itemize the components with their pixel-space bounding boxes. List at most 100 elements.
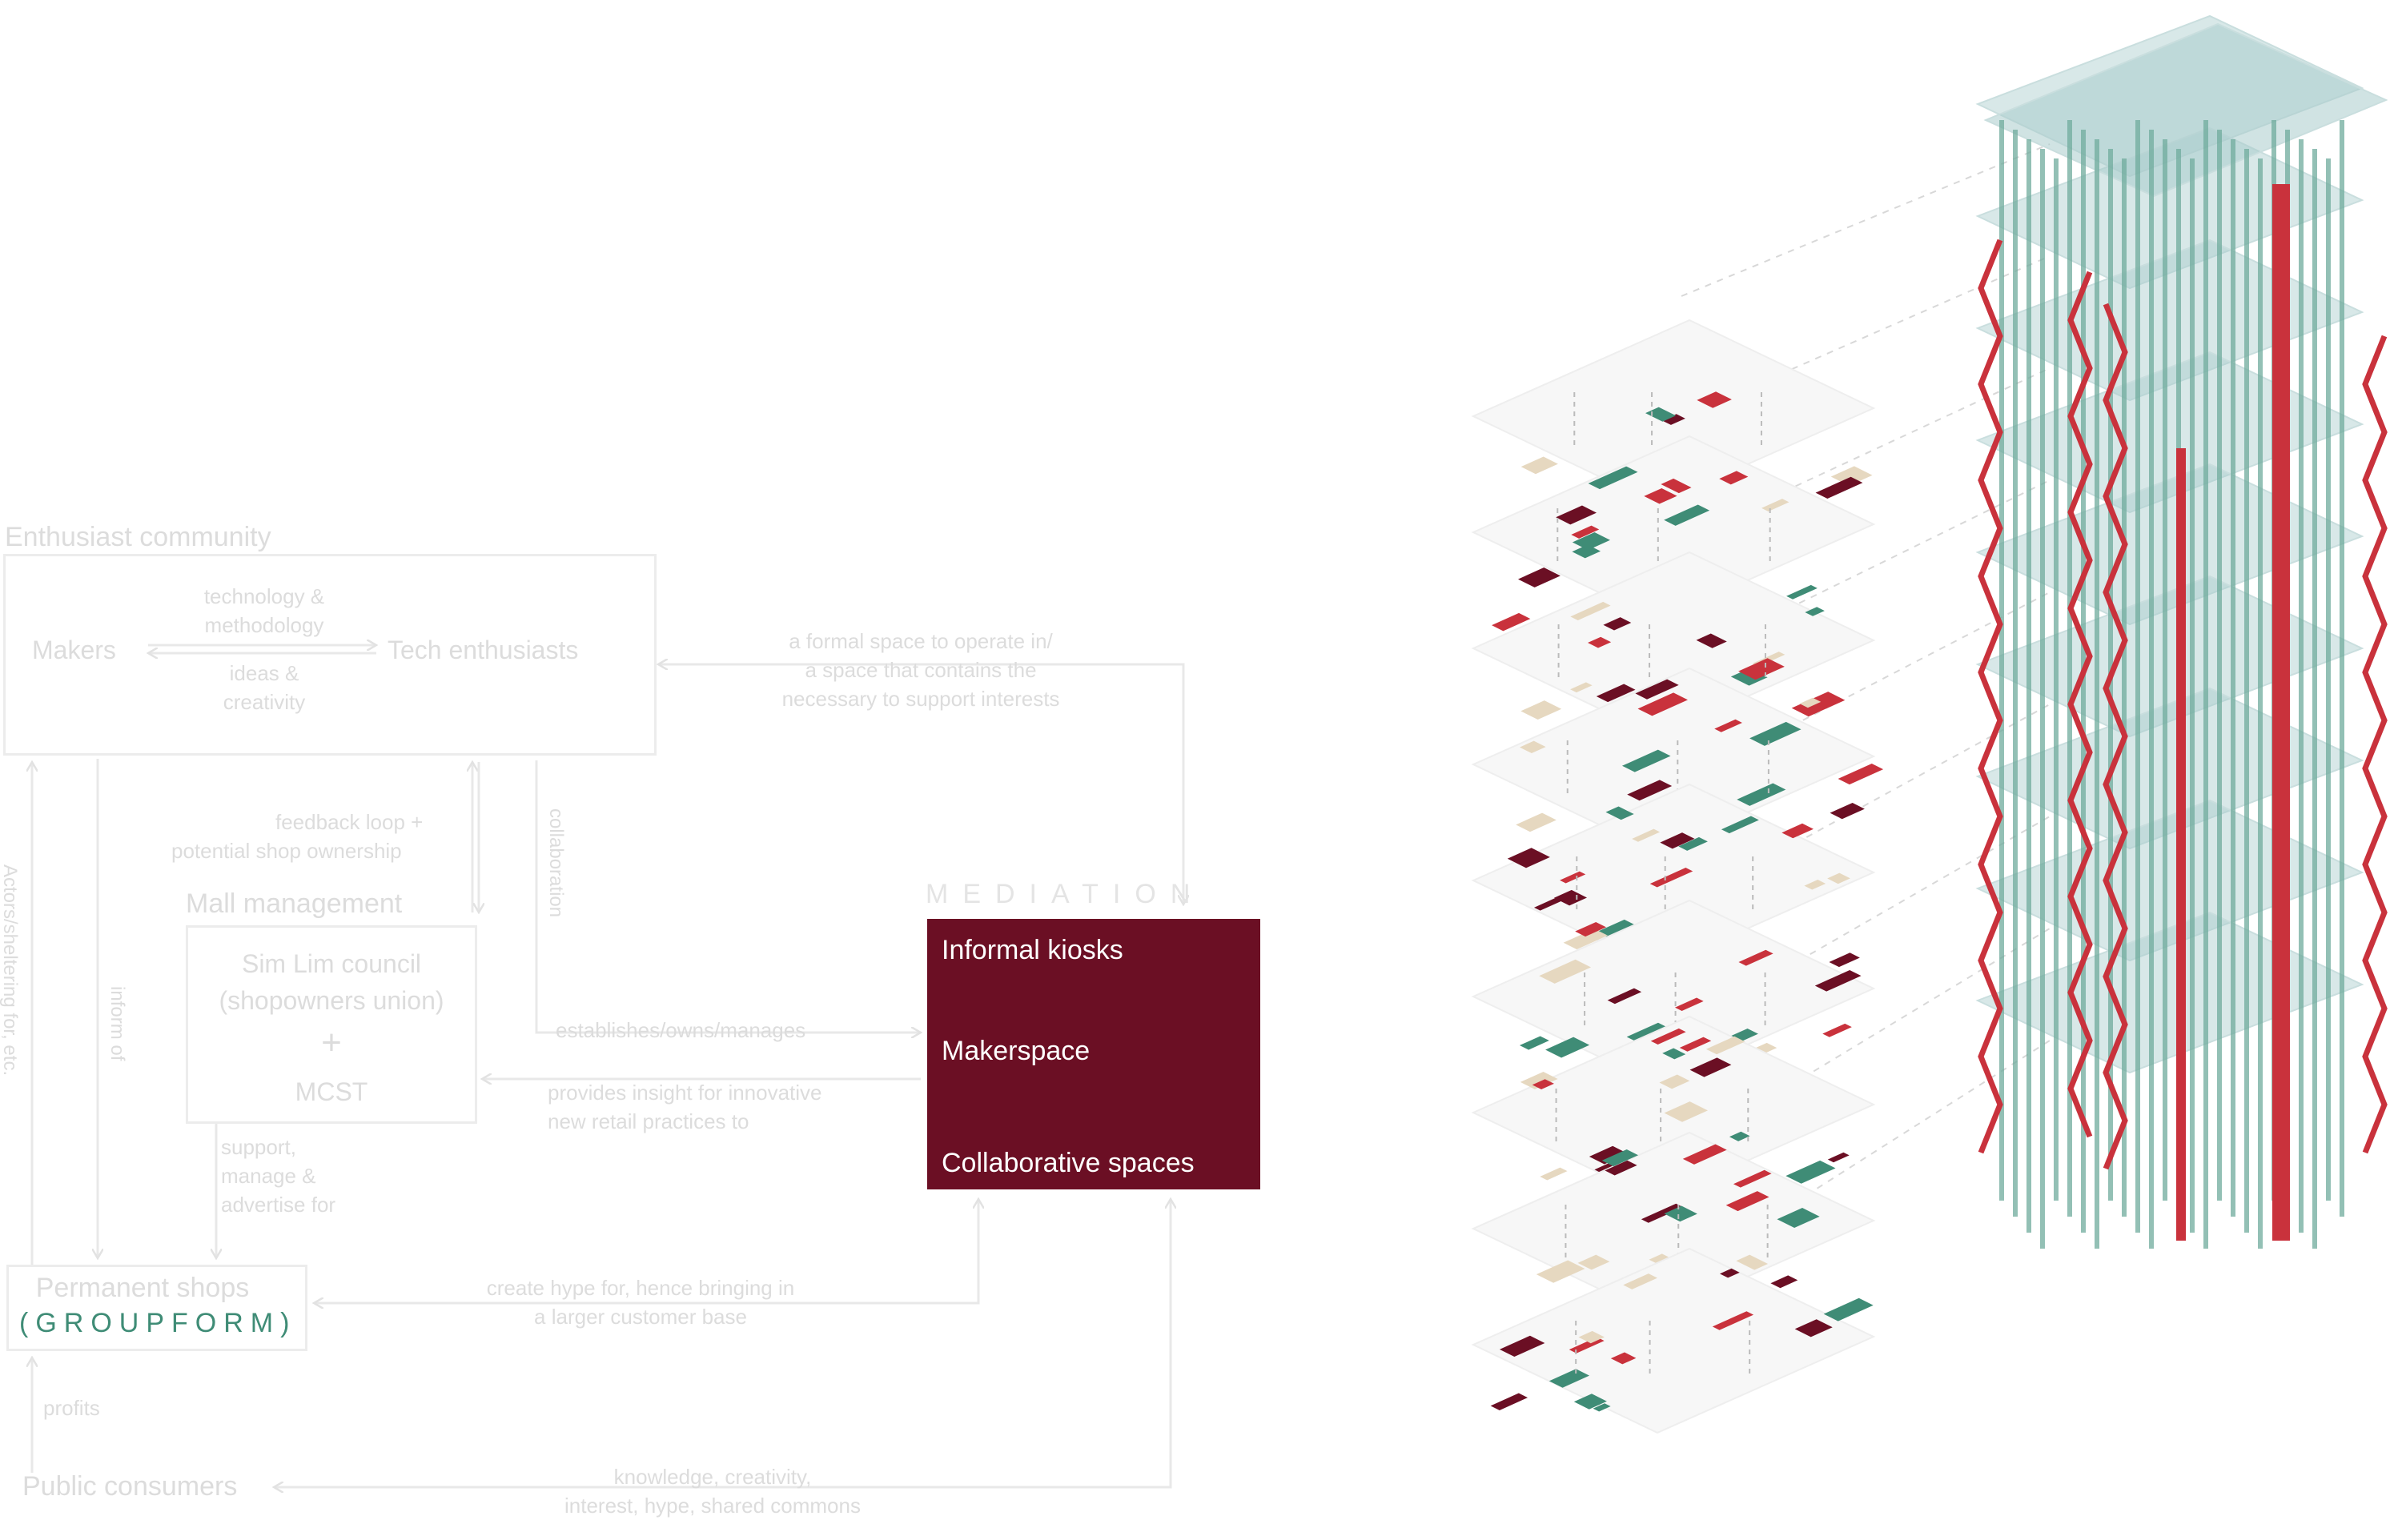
furniture-block [1553, 889, 1588, 906]
furniture-block [1507, 848, 1550, 868]
furniture-block [1649, 1253, 1673, 1265]
mall-management-box [186, 925, 477, 1124]
furniture-block [1593, 1403, 1611, 1412]
furniture-block [1786, 584, 1818, 600]
exploded-plate [1471, 435, 1876, 622]
furniture-block [1570, 601, 1611, 621]
furniture-block [1738, 658, 1785, 680]
exploded-plate [1471, 319, 1876, 506]
furniture-block [1661, 478, 1692, 494]
furniture-block [1644, 487, 1677, 504]
furniture-block [1696, 633, 1727, 648]
furniture-block [1588, 636, 1612, 648]
furniture-block [1623, 1273, 1658, 1289]
exploded-floor-plates [1471, 319, 1884, 1434]
furniture-block [1520, 1071, 1558, 1089]
furniture-block [1725, 1191, 1769, 1212]
furniture-block [1573, 1394, 1607, 1410]
furniture-block [1641, 1203, 1684, 1223]
furniture-block [1770, 1275, 1798, 1289]
tower-floor-plate [1975, 911, 2364, 1074]
arrow-label-methodology: methodology [204, 613, 324, 637]
furniture-block [1761, 499, 1789, 512]
furniture-block [1781, 823, 1814, 839]
establishes-label: establishes/owns/manages [556, 1018, 806, 1042]
tower-floor-plate [1975, 463, 2364, 626]
furniture-block [1719, 471, 1749, 485]
furniture-block [1589, 1145, 1629, 1165]
furniture-block [1794, 1319, 1833, 1337]
furniture-block [1610, 1352, 1637, 1365]
furniture-block [1712, 1311, 1754, 1330]
tower-red-stair [2362, 335, 2388, 1154]
furniture-block [1721, 816, 1759, 834]
furniture-block [1632, 828, 1661, 842]
furniture-block [1560, 871, 1586, 884]
line-collaboration [535, 760, 921, 1033]
tower-structure [1975, 14, 2388, 1249]
furniture-block [1536, 1260, 1585, 1283]
furniture-block [1626, 1022, 1671, 1044]
mediation-item-makerspace: Makerspace [942, 1036, 1091, 1066]
furniture-block [1540, 1167, 1568, 1181]
feedback-line1: feedback loop + [275, 810, 424, 834]
furniture-block [1575, 921, 1607, 937]
enthusiast-community-title: Enthusiast community [5, 522, 271, 552]
furniture-block [1563, 928, 1608, 950]
mcst-label: MCST [295, 1077, 368, 1106]
furniture-block [1738, 949, 1773, 966]
furniture-block [1532, 1079, 1554, 1090]
furniture-block [1571, 525, 1600, 539]
public-consumers-label: Public consumers [22, 1471, 238, 1502]
furniture-block [1829, 952, 1860, 968]
tower-floor-plate [1975, 799, 2364, 962]
furniture-block [1827, 1152, 1850, 1163]
furniture-block [1545, 1037, 1590, 1058]
furniture-block [1570, 682, 1593, 693]
furniture-block [1830, 466, 1873, 486]
furniture-block [1520, 700, 1562, 720]
furniture-block [1830, 802, 1865, 820]
council-line2: (shopowners union) [219, 986, 444, 1015]
furniture-block [1621, 749, 1671, 772]
arrow-label-creativity: creativity [223, 690, 306, 714]
furniture-block [1601, 1149, 1639, 1167]
furniture-block [1539, 959, 1592, 984]
furniture-block [1823, 1297, 1874, 1321]
furniture-block [1705, 1036, 1745, 1055]
furniture-block [1605, 806, 1634, 820]
furniture-block [1682, 1144, 1727, 1165]
furniture-block [1577, 1254, 1610, 1270]
furniture-block [1637, 692, 1688, 716]
permanent-shops-title: Permanent shops [35, 1273, 250, 1303]
furniture-block [1556, 505, 1597, 525]
tech-enthusiasts-label: Tech enthusiasts [388, 636, 579, 664]
council-line1: Sim Lim council [241, 949, 422, 978]
tower-red-stair [2067, 271, 2093, 1138]
furniture-block [1588, 466, 1638, 490]
furniture-block [1519, 1036, 1549, 1050]
furniture-block [1533, 892, 1575, 911]
furniture-block [1827, 872, 1850, 884]
tower-red-core [2176, 448, 2186, 1241]
enthusiast-community-box [3, 554, 657, 756]
furniture-block [1635, 679, 1679, 700]
hype-line1: create hype for, hence bringing in [486, 1276, 795, 1300]
furniture-block [1603, 617, 1632, 631]
furniture-block [1749, 721, 1802, 746]
furniture-block [1714, 719, 1742, 732]
exploded-plate [1471, 1015, 1876, 1202]
furniture-block [1607, 988, 1642, 1005]
furniture-block [1520, 456, 1558, 475]
arrow-label-ideas: ideas & [229, 661, 299, 685]
furniture-block [1679, 1037, 1712, 1052]
knowledge-line1: knowledge, creativity, [613, 1465, 812, 1489]
furniture-block [1733, 1169, 1772, 1188]
tower-red-core [2272, 184, 2290, 1241]
feedback-line2: potential shop ownership [171, 839, 402, 863]
profits-label: profits [43, 1396, 100, 1420]
mediation-item-collaborative-spaces: Collaborative spaces [942, 1148, 1195, 1178]
